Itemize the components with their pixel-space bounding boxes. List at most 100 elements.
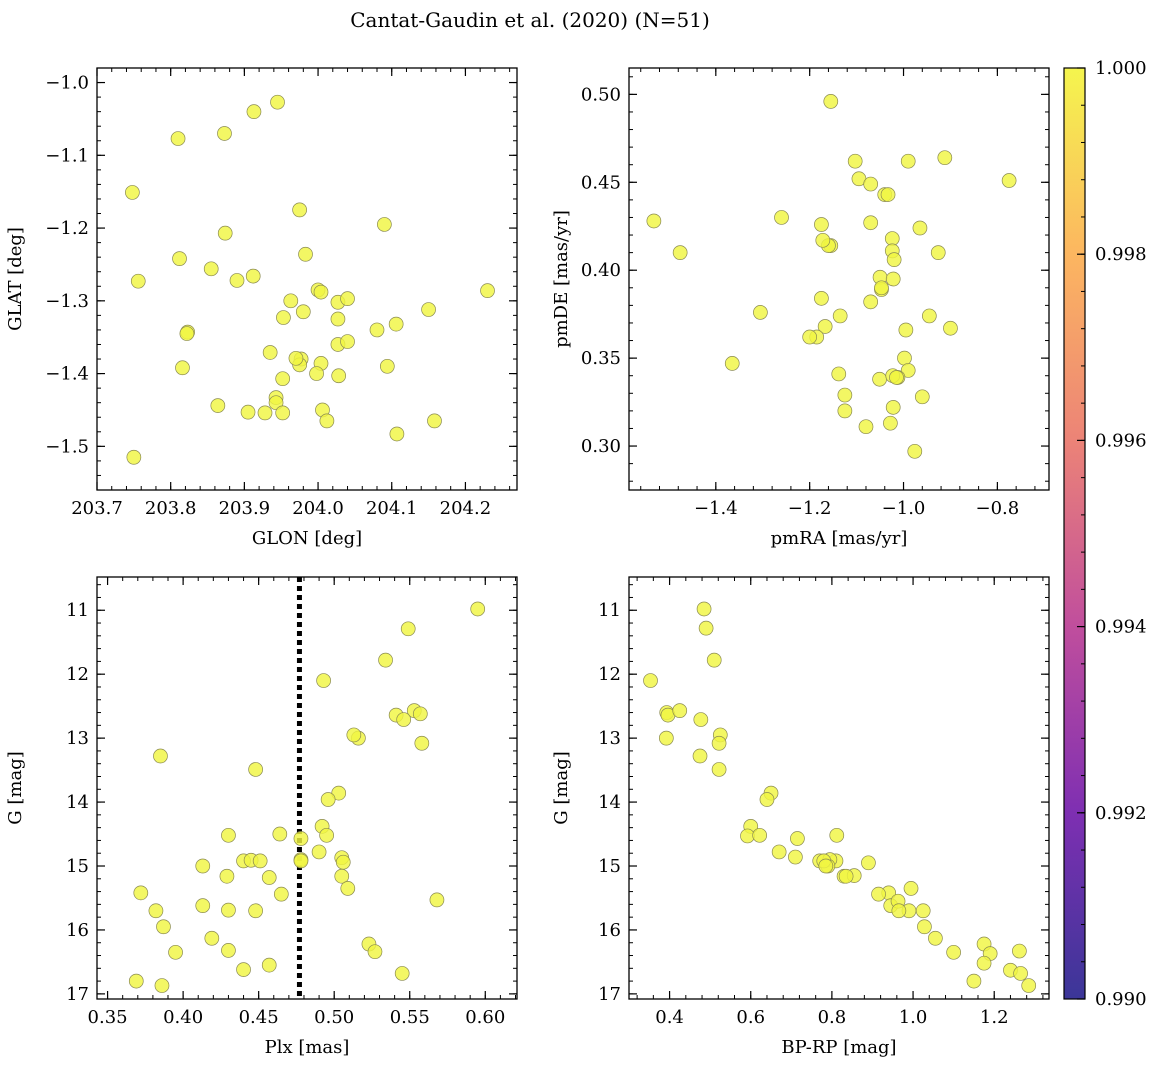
y-axis-label: pmDE [mas/yr] [551, 210, 572, 348]
data-point [886, 252, 902, 268]
colorbar-tick-label: 0.990 [1095, 989, 1147, 1010]
data-point [897, 350, 912, 366]
data-point [128, 973, 144, 989]
y-tick-label: −1.1 [45, 145, 89, 166]
data-point [153, 748, 168, 764]
x-tick-label: −0.8 [976, 498, 1020, 519]
data-point [340, 291, 355, 306]
data-point [236, 962, 251, 977]
colorbar-tick-label: 0.998 [1095, 244, 1147, 265]
data-point [272, 826, 288, 842]
data-point [1012, 943, 1027, 959]
x-axis-label: BP-RP [mag] [781, 1037, 896, 1058]
x-tick-label: 0.55 [390, 1007, 430, 1028]
data-point [903, 881, 919, 896]
data-point [427, 413, 442, 429]
data-point [221, 902, 236, 918]
data-point [154, 978, 170, 993]
plot-area [97, 68, 517, 490]
data-point [295, 304, 311, 320]
colorbar-tick-label: 0.992 [1095, 803, 1147, 824]
data-point [156, 919, 171, 935]
x-tick-label: 0.8 [818, 1007, 847, 1028]
data-point [863, 176, 879, 192]
y-tick-label: 0.45 [581, 172, 621, 193]
data-point [273, 886, 289, 902]
data-point [217, 225, 233, 241]
data-point [311, 844, 327, 860]
data-point [335, 854, 351, 870]
data-point [168, 944, 183, 960]
data-point [976, 955, 992, 971]
y-tick-label: 16 [598, 920, 621, 941]
data-point [346, 727, 362, 743]
y-tick-label: 17 [598, 984, 621, 1005]
data-point [930, 245, 946, 260]
data-point [838, 868, 854, 884]
data-point [823, 94, 839, 109]
x-tick-label: 204.0 [292, 498, 344, 519]
data-point [646, 213, 662, 229]
data-point [672, 703, 688, 718]
data-point [829, 827, 845, 843]
data-point [248, 903, 263, 919]
x-tick-label: 203.8 [145, 498, 197, 519]
data-point [400, 621, 416, 637]
x-tick-label: 204.1 [366, 498, 418, 519]
data-point [815, 232, 831, 248]
data-point [788, 849, 803, 865]
y-tick-label: 11 [66, 600, 89, 621]
x-axis-label: Plx [mas] [265, 1037, 350, 1058]
data-point [340, 334, 355, 349]
data-point [943, 320, 958, 336]
data-point [276, 310, 291, 325]
data-point [885, 271, 901, 287]
data-point [898, 322, 914, 338]
data-point [907, 443, 923, 459]
x-tick-label: 0.45 [239, 1007, 279, 1028]
data-point [389, 426, 405, 442]
y-tick-label: −1.4 [45, 364, 89, 385]
axes-frame [96, 576, 518, 1000]
data-point [831, 366, 847, 382]
x-tick-label: 1.2 [980, 1007, 1009, 1028]
data-point [246, 104, 262, 120]
data-point [1021, 978, 1037, 993]
y-tick-label: 0.35 [581, 348, 621, 369]
data-point [858, 419, 874, 435]
data-point [252, 853, 268, 869]
data-point [847, 153, 863, 169]
data-point [379, 358, 395, 374]
data-point [817, 319, 833, 334]
data-point [283, 293, 299, 309]
data-point [790, 831, 805, 846]
data-point [696, 601, 712, 617]
data-point [863, 215, 879, 231]
data-point [130, 273, 146, 289]
data-point [861, 855, 876, 871]
data-point [414, 735, 430, 751]
data-point [724, 356, 740, 371]
y-tick-label: −1.3 [45, 291, 89, 312]
data-point [367, 944, 383, 960]
y-tick-label: 12 [598, 664, 621, 685]
data-point [261, 957, 277, 973]
data-point [257, 405, 273, 421]
y-tick-label: −1.2 [45, 218, 89, 239]
y-tick-label: 13 [66, 728, 89, 749]
y-axis-label: G [mag] [551, 751, 572, 824]
data-point [421, 302, 436, 317]
data-point [248, 762, 263, 777]
x-axis-label: GLON [deg] [252, 528, 362, 549]
data-point [832, 308, 848, 324]
y-tick-label: 14 [66, 792, 89, 813]
data-point [1001, 173, 1017, 188]
data-point [921, 308, 937, 324]
y-tick-label: −1.0 [45, 73, 89, 94]
data-point [802, 329, 818, 345]
colorbar-tick-label: 0.994 [1095, 617, 1147, 638]
data-point [219, 868, 235, 884]
x-axis-label: pmRA [mas/yr] [771, 528, 908, 549]
data-point [396, 712, 412, 727]
